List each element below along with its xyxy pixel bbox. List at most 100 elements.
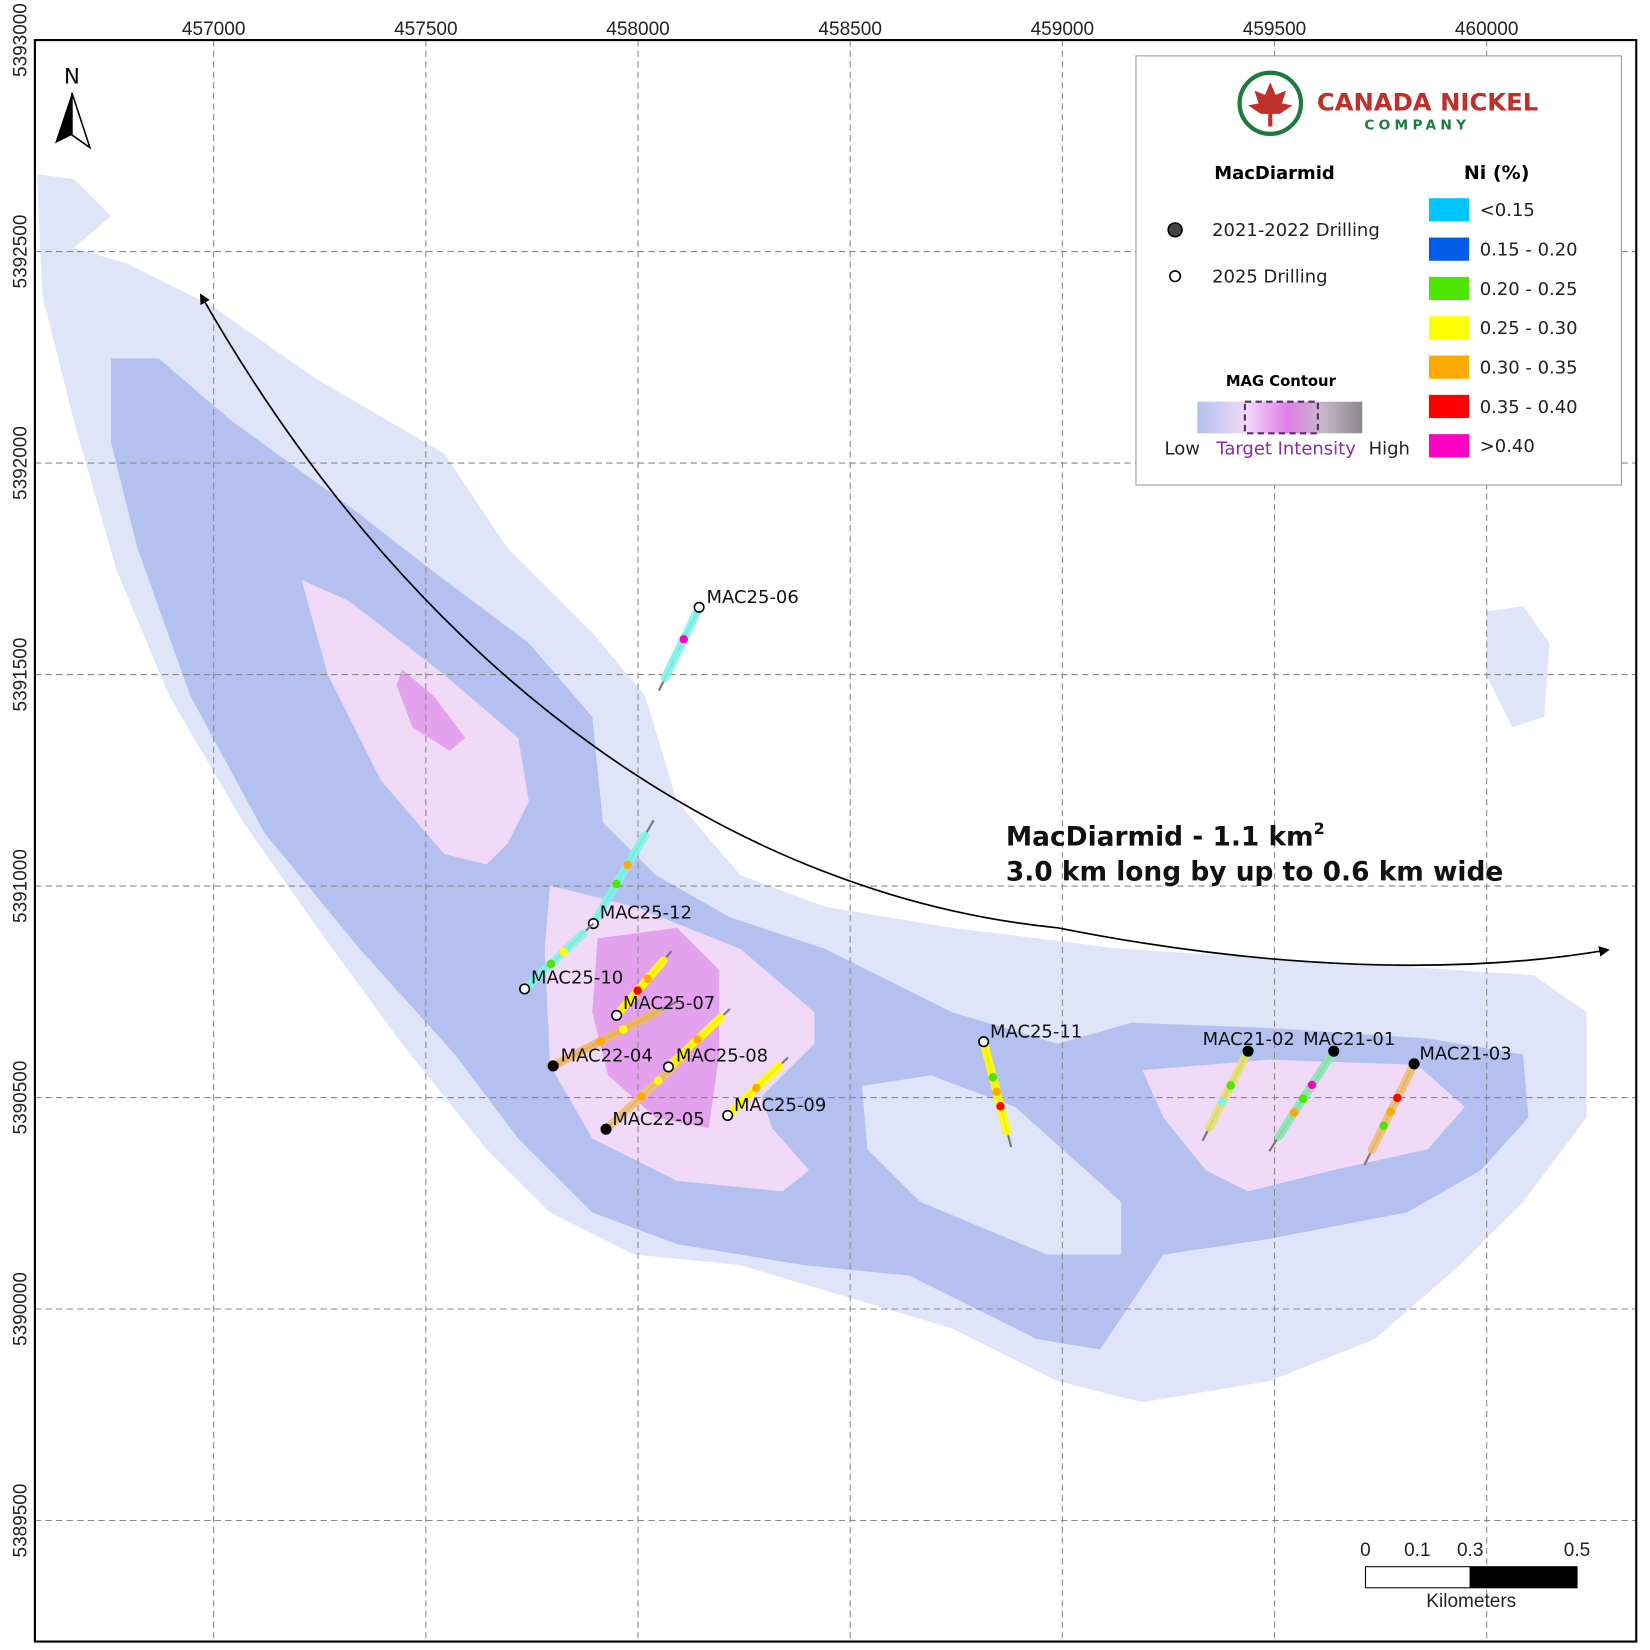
assay-dot <box>1290 1108 1299 1117</box>
drill-trace <box>1274 1046 1338 1141</box>
legend-symbol <box>1167 222 1183 238</box>
legend-label: 2021-2022 Drilling <box>1212 220 1380 241</box>
drill-holes: MAC22-04 MAC22-05 MAC21-02 MAC21-01 MAC21-03… <box>519 587 1512 1166</box>
legend: CANADA NICKEL COMPANY MacDiarmid Ni (%) … <box>1135 55 1622 486</box>
scale-bar: Kilometers <box>1364 1566 1578 1612</box>
y-tick-label: 5393000 <box>10 3 31 77</box>
collar <box>693 601 705 613</box>
collar <box>722 1109 734 1121</box>
extent-arrow <box>199 293 1610 967</box>
y-tick-label: 5392000 <box>10 426 31 500</box>
hole-label: MAC25-09 <box>734 1095 826 1116</box>
collar <box>611 1009 623 1021</box>
assay-dot <box>996 1102 1005 1111</box>
mag-title: MAG Contour <box>1226 373 1337 390</box>
scale-tick-label: 0 <box>1360 1540 1371 1561</box>
mag-high: High <box>1369 438 1410 459</box>
ni-swatch <box>1428 316 1470 340</box>
annotation-line2: 3.0 km long by up to 0.6 km wide <box>1006 856 1503 887</box>
scale-segment <box>1364 1566 1471 1589</box>
north-arrow-half <box>55 92 72 144</box>
y-tick-label: 5390000 <box>10 1272 31 1346</box>
ni-label: 0.30 - 0.35 <box>1480 357 1578 378</box>
hole-label: MAC25-10 <box>531 968 623 989</box>
collar <box>1408 1058 1420 1070</box>
scale-tick-label: 0.1 <box>1404 1540 1430 1561</box>
annotation-line1: MacDiarmid - 1.1 km <box>1006 822 1314 853</box>
ni-label: 0.35 - 0.40 <box>1480 397 1578 418</box>
assay-dot <box>1307 1080 1317 1090</box>
x-tick-label: 457000 <box>182 19 246 40</box>
ni-swatch <box>1428 276 1470 301</box>
hole-label: MAC21-03 <box>1419 1044 1511 1065</box>
mag-low: Low <box>1165 438 1200 459</box>
ni-label: 0.15 - 0.20 <box>1480 239 1578 260</box>
scale-ticks: 0 0.1 0.3 0.5 <box>1360 1540 1590 1561</box>
drill-trace <box>589 831 649 928</box>
drill-trace <box>979 1037 1012 1136</box>
x-tick-label: 458500 <box>818 19 882 40</box>
assay-dot <box>1218 1097 1227 1107</box>
collar <box>519 983 531 995</box>
assay-dot <box>559 947 568 957</box>
x-tick-label: 459000 <box>1031 19 1095 40</box>
assay-dot <box>1226 1081 1235 1090</box>
legend-symbol <box>1169 270 1182 283</box>
hole-label: MAC25-11 <box>990 1021 1082 1042</box>
ni-swatch <box>1428 355 1470 379</box>
collar <box>662 1061 675 1073</box>
ni-label: >0.40 <box>1480 436 1535 457</box>
mag-target-box <box>1243 400 1319 435</box>
y-tick-label: 5392500 <box>10 215 31 289</box>
collar <box>978 1036 990 1048</box>
map-frame <box>33 39 1638 1643</box>
assay-dot <box>546 959 556 969</box>
scale-tick-label: 0.5 <box>1564 1540 1590 1561</box>
ni-swatch <box>1428 237 1470 261</box>
hole-label: MAC25-12 <box>600 902 692 923</box>
scale-tick-label: 0.3 <box>1457 1540 1483 1561</box>
ni-label: <0.15 <box>1480 200 1535 221</box>
assay-dot <box>1393 1093 1402 1103</box>
mag-gradient <box>1197 401 1363 434</box>
assay-dot <box>988 1073 998 1082</box>
ni-label: 0.25 - 0.30 <box>1480 318 1578 339</box>
legend-label: 2025 Drilling <box>1212 267 1327 288</box>
hole-label: MAC25-07 <box>623 993 715 1014</box>
assay-dot <box>653 1076 663 1085</box>
ni-swatch <box>1428 198 1470 222</box>
drill-trace <box>1367 1059 1419 1155</box>
hole-label: MAC21-01 <box>1303 1029 1395 1050</box>
ni-title: Ni (%) <box>1464 162 1530 184</box>
scale-unit: Kilometers <box>1426 1591 1516 1612</box>
assay-dot <box>992 1087 1001 1096</box>
x-tick-label: 458000 <box>606 19 670 40</box>
assay-dot <box>679 634 688 644</box>
y-tick-label: 5391500 <box>10 638 31 712</box>
assay-dot <box>1386 1107 1395 1117</box>
hole-label: MAC25-08 <box>676 1046 768 1067</box>
collar <box>547 1060 559 1072</box>
hole-label: MAC21-02 <box>1203 1029 1295 1050</box>
assay-dot <box>619 1025 628 1034</box>
collar <box>1242 1045 1254 1057</box>
assay-dot <box>693 1035 702 1044</box>
ni-label: 0.20 - 0.25 <box>1480 279 1578 300</box>
x-tick-label: 459500 <box>1243 19 1307 40</box>
annotation: MacDiarmid - 1.1 km2 <box>1006 819 1325 853</box>
x-tick-label: 460000 <box>1455 19 1519 40</box>
assay-dot <box>1298 1094 1308 1103</box>
section-title: MacDiarmid <box>1214 163 1334 184</box>
x-tick-label: 457500 <box>394 19 458 40</box>
north-label: N <box>64 63 80 88</box>
contour-high <box>592 927 720 1129</box>
ni-swatch <box>1428 434 1470 458</box>
hole-label: MAC25-06 <box>707 587 799 608</box>
assay-dot <box>672 650 681 659</box>
assay-dot <box>637 1092 646 1101</box>
north-arrow: N <box>55 63 92 150</box>
assay-dot <box>623 860 632 870</box>
north-arrow-half <box>71 92 92 150</box>
drill-trace <box>548 1007 663 1071</box>
